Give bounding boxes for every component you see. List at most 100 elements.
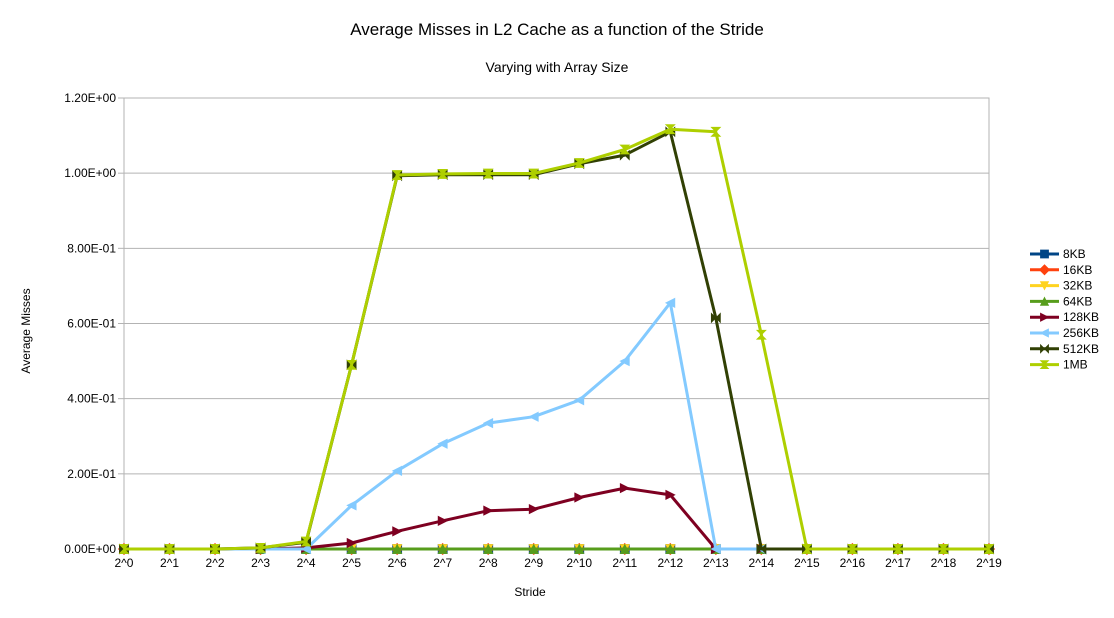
legend-label: 32KB bbox=[1063, 279, 1092, 293]
data-point bbox=[664, 124, 676, 135]
data-point bbox=[938, 544, 949, 554]
x-tick-label: 2^5 bbox=[342, 556, 361, 570]
legend-entry: 16KB bbox=[1030, 263, 1092, 277]
data-point bbox=[391, 170, 403, 180]
data-point bbox=[437, 169, 449, 179]
data-point bbox=[528, 504, 540, 515]
data-point bbox=[619, 482, 631, 494]
series-128kb bbox=[119, 482, 995, 555]
series-line bbox=[124, 130, 989, 551]
x-tick-label: 2^8 bbox=[479, 556, 498, 570]
series-group bbox=[117, 124, 996, 556]
data-point bbox=[437, 515, 449, 526]
x-tick-label: 2^0 bbox=[115, 556, 134, 570]
data-point bbox=[1038, 264, 1051, 276]
data-point bbox=[346, 359, 358, 370]
data-point bbox=[619, 355, 630, 367]
data-point bbox=[801, 544, 813, 554]
legend-entry: 32KB bbox=[1030, 279, 1092, 293]
data-point bbox=[1039, 360, 1050, 369]
x-tick-label: 2^4 bbox=[297, 556, 316, 570]
chart-title: Average Misses in L2 Cache as a function… bbox=[350, 20, 764, 39]
y-tick-label: 8.00E-01 bbox=[67, 241, 116, 255]
legend-label: 128KB bbox=[1063, 310, 1099, 324]
x-tick-label: 2^12 bbox=[657, 556, 683, 570]
data-point bbox=[619, 144, 631, 155]
grid-lines bbox=[124, 97, 989, 550]
y-tick-label: 2.00E-01 bbox=[67, 467, 116, 481]
legend-label: 16KB bbox=[1063, 263, 1092, 277]
data-point bbox=[437, 543, 448, 554]
data-point bbox=[710, 126, 722, 137]
y-axis-label: Average Misses bbox=[19, 288, 33, 373]
legend-label: 1MB bbox=[1063, 358, 1088, 372]
data-point bbox=[346, 543, 357, 554]
x-tick-label: 2^3 bbox=[251, 556, 270, 570]
data-point bbox=[710, 312, 721, 324]
x-tick-label: 2^13 bbox=[703, 556, 729, 570]
data-point bbox=[483, 505, 494, 516]
y-tick-label: 4.00E-01 bbox=[67, 392, 116, 406]
data-point bbox=[392, 543, 403, 554]
x-tick-label: 2^2 bbox=[206, 556, 225, 570]
x-tick-label: 2^17 bbox=[885, 556, 911, 570]
x-tick-label: 2^15 bbox=[794, 556, 820, 570]
y-tick-label: 6.00E-01 bbox=[67, 317, 116, 331]
legend-entry: 64KB bbox=[1030, 294, 1092, 308]
x-tick-label: 2^6 bbox=[388, 556, 407, 570]
x-axis-label: Stride bbox=[514, 585, 546, 599]
data-point bbox=[574, 543, 585, 554]
chart-subtitle: Varying with Array Size bbox=[486, 59, 629, 75]
data-point bbox=[664, 297, 676, 308]
data-point bbox=[1039, 328, 1049, 338]
y-tick-label: 1.20E+00 bbox=[64, 91, 116, 105]
series-line bbox=[124, 486, 989, 551]
legend-entry: 8KB bbox=[1030, 247, 1086, 261]
data-point bbox=[483, 543, 494, 554]
data-point bbox=[983, 544, 995, 554]
data-point bbox=[1039, 281, 1050, 291]
x-tick-label: 2^14 bbox=[749, 556, 775, 570]
series-256kb bbox=[118, 297, 994, 555]
series-1mb bbox=[118, 124, 995, 554]
legend-entry: 128KB bbox=[1030, 310, 1099, 324]
data-point bbox=[346, 537, 358, 549]
data-point bbox=[710, 543, 721, 555]
data-point bbox=[209, 544, 221, 554]
data-point bbox=[573, 395, 585, 406]
data-point bbox=[756, 543, 767, 555]
data-point bbox=[528, 411, 539, 422]
data-point bbox=[482, 168, 494, 179]
y-tick-label: 0.00E+00 bbox=[64, 542, 116, 556]
x-tick-label: 2^18 bbox=[931, 556, 957, 570]
x-axis-ticks: 2^0 2^1 2^2 2^3 2^4 2^5 2^6 2^7 2^8 2^9 2^10 2^11 2^… bbox=[115, 549, 1002, 570]
y-axis-ticks: 0.00E+00 2.00E-01 4.00E-01 6.00E-01 8.00E-01… bbox=[64, 91, 124, 556]
data-point bbox=[346, 500, 357, 511]
legend-label: 8KB bbox=[1063, 247, 1086, 261]
x-tick-label: 2^10 bbox=[566, 556, 592, 570]
data-point bbox=[1040, 343, 1049, 354]
series-line bbox=[124, 301, 989, 551]
legend-entry: 512KB bbox=[1030, 342, 1099, 356]
data-point bbox=[528, 168, 540, 179]
data-point bbox=[1040, 249, 1049, 259]
legend-entry: 1MB bbox=[1030, 358, 1088, 372]
data-point bbox=[482, 417, 494, 429]
x-tick-label: 2^16 bbox=[840, 556, 866, 570]
data-point bbox=[1040, 312, 1050, 322]
data-point bbox=[392, 526, 403, 537]
data-point bbox=[1039, 296, 1050, 306]
series-512kb bbox=[119, 126, 994, 555]
data-point bbox=[755, 329, 767, 340]
data-point bbox=[573, 158, 585, 168]
x-tick-label: 2^7 bbox=[433, 556, 452, 570]
x-tick-label: 2^19 bbox=[976, 556, 1002, 570]
legend-entry: 256KB bbox=[1030, 326, 1099, 340]
x-tick-label: 2^1 bbox=[160, 556, 179, 570]
data-point bbox=[118, 544, 130, 554]
data-point bbox=[665, 489, 676, 501]
x-tick-label: 2^9 bbox=[524, 556, 543, 570]
legend-label: 512KB bbox=[1063, 342, 1099, 356]
